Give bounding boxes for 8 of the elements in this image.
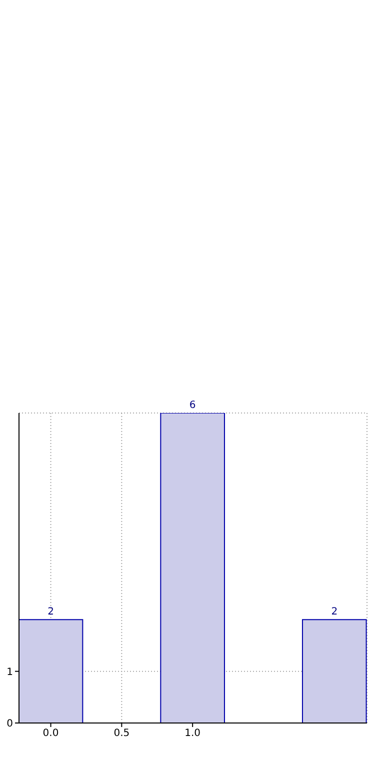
- data-label: 6: [189, 400, 196, 411]
- data-label: 2: [331, 606, 338, 618]
- y-tick-label: 0: [6, 718, 13, 730]
- data-label: 2: [48, 606, 54, 618]
- x-tick-label: 0.0: [42, 728, 59, 740]
- y-tick-label: 1: [6, 666, 13, 678]
- x-tick-label: 0.5: [114, 728, 130, 740]
- x-tick-label: 1.0: [184, 728, 201, 740]
